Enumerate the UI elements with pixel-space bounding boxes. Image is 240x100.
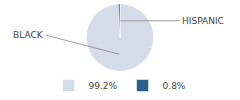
svg-text:HISPANIC: HISPANIC [182,16,224,26]
svg-text:99.2%: 99.2% [89,81,118,91]
svg-text:BLACK: BLACK [13,30,44,40]
svg-text:0.8%: 0.8% [163,81,186,91]
